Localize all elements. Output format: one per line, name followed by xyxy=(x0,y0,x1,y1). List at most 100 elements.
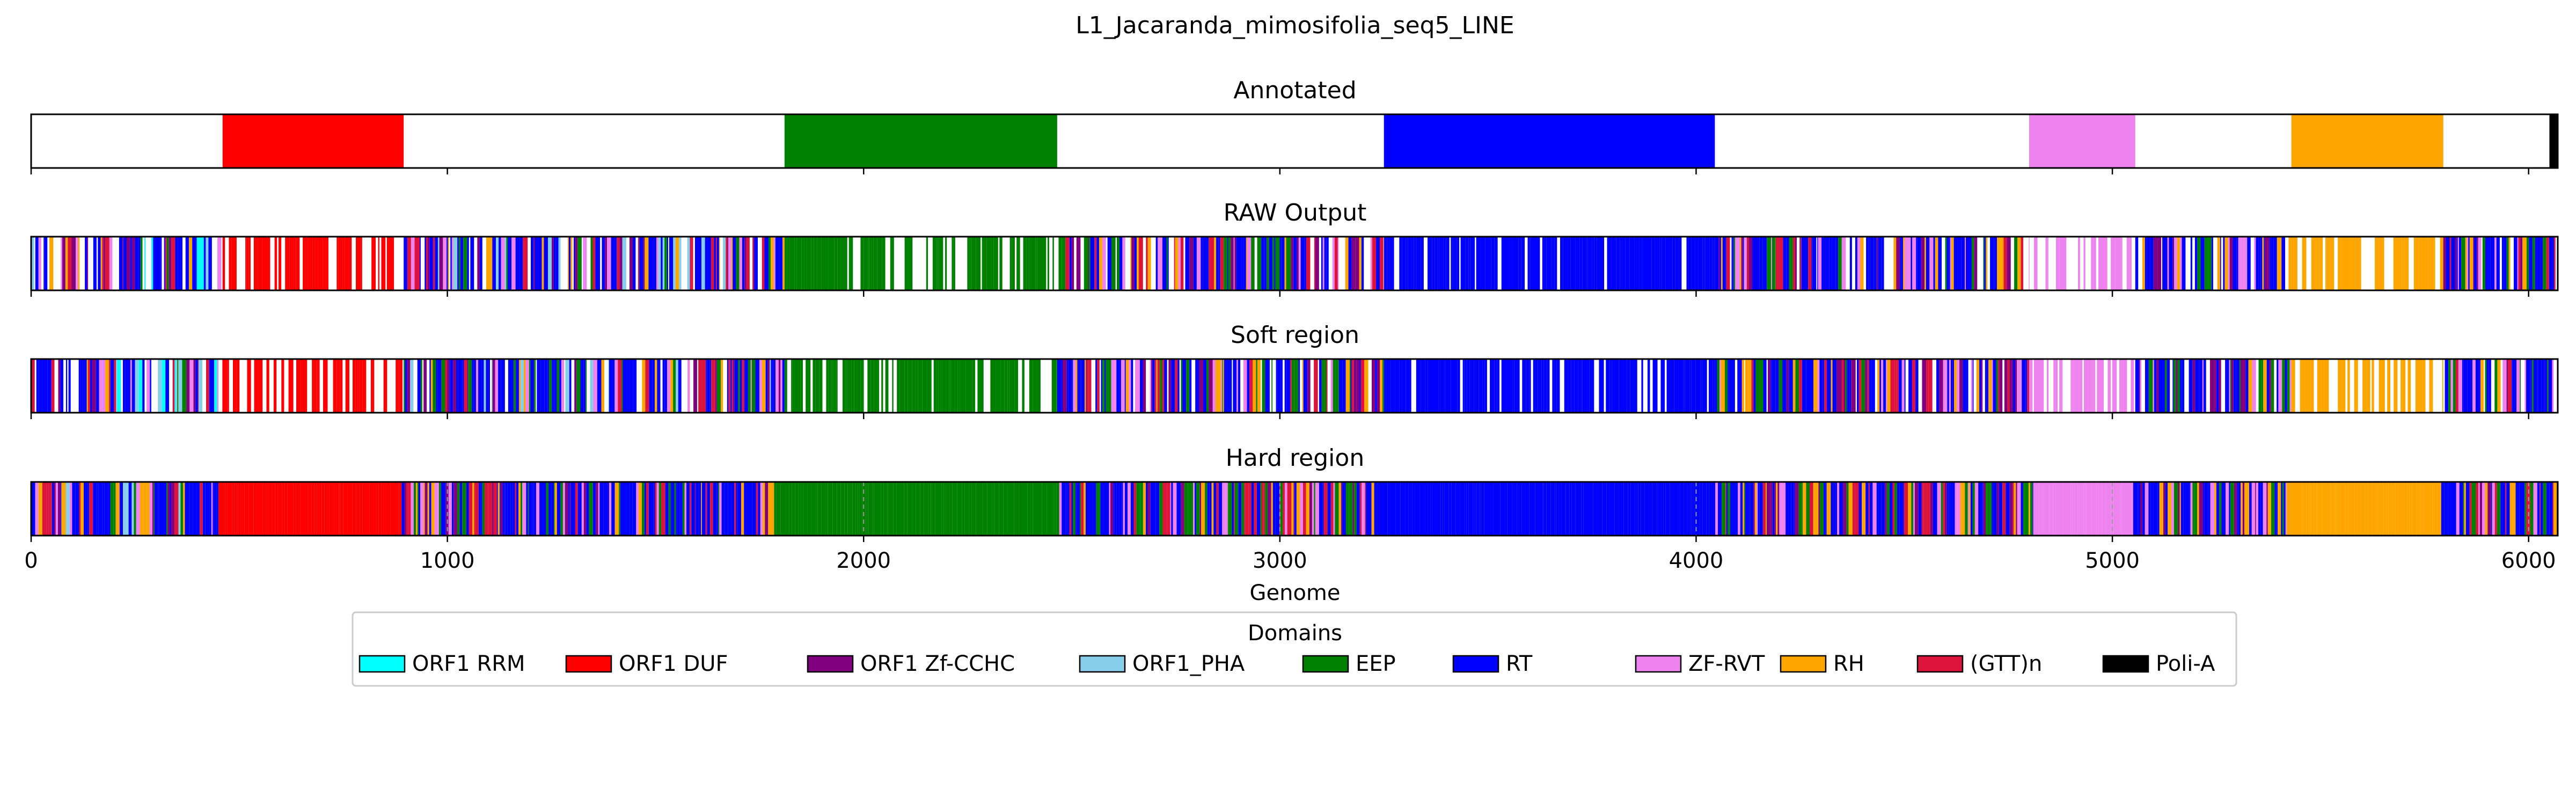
domain-segment xyxy=(798,482,801,536)
domain-segment xyxy=(817,482,822,536)
x-tick-label: 3000 xyxy=(1253,548,1307,573)
domain-segment xyxy=(1795,482,1799,536)
domain-segment xyxy=(1384,359,1386,413)
domain-segment xyxy=(918,359,923,413)
domain-segment xyxy=(1193,237,1197,290)
domain-segment xyxy=(750,359,752,413)
domain-segment xyxy=(504,482,506,536)
domain-segment xyxy=(420,482,424,536)
domain-segment xyxy=(2045,237,2047,290)
domain-segment xyxy=(1152,359,1155,413)
domain-segment xyxy=(707,482,711,536)
domain-segment xyxy=(492,359,495,413)
domain-segment xyxy=(430,359,433,413)
domain-segment xyxy=(1225,482,1228,536)
domain-segment xyxy=(1213,482,1217,536)
domain-segment xyxy=(131,237,135,290)
domain-segment xyxy=(547,237,552,290)
domain-segment xyxy=(1642,237,1647,290)
domain-segment xyxy=(1058,237,1062,290)
domain-segment xyxy=(1560,237,1563,290)
domain-segment xyxy=(1156,359,1158,413)
domain-segment xyxy=(1636,482,1638,536)
domain-segment xyxy=(1227,482,1229,536)
domain-segment xyxy=(495,359,499,413)
domain-segment xyxy=(1338,359,1343,413)
domain-segment xyxy=(937,237,939,290)
domain-segment xyxy=(1867,359,1869,413)
domain-segment xyxy=(1659,237,1662,290)
domain-segment xyxy=(532,359,535,413)
domain-segment xyxy=(110,482,114,536)
domain-segment xyxy=(2226,237,2228,290)
domain-segment xyxy=(429,482,431,536)
domain-segment xyxy=(166,482,168,536)
domain-segment xyxy=(677,482,680,536)
domain-segment xyxy=(2101,237,2105,290)
domain-segment xyxy=(673,359,676,413)
domain-segment xyxy=(1186,359,1190,413)
domain-segment xyxy=(1514,359,1518,413)
domain-segment xyxy=(1921,482,1924,536)
domain-segment xyxy=(357,359,360,413)
domain-segment xyxy=(1168,237,1169,290)
domain-segment xyxy=(2204,482,2208,536)
domain-segment xyxy=(811,237,814,290)
domain-segment xyxy=(1945,359,1948,413)
domain-segment xyxy=(1323,482,1328,536)
domain-segment xyxy=(1849,237,1852,290)
domain-segment xyxy=(1847,359,1850,413)
domain-segment xyxy=(1027,482,1031,536)
domain-segment xyxy=(1332,237,1335,290)
domain-segment xyxy=(1531,237,1536,290)
domain-segment xyxy=(1444,482,1449,536)
domain-segment xyxy=(1705,237,1710,290)
domain-segment xyxy=(1634,237,1640,290)
domain-segment xyxy=(1553,237,1555,290)
domain-segment xyxy=(2302,359,2306,413)
domain-segment xyxy=(2515,482,2520,536)
domain-segment xyxy=(123,237,125,290)
domain-segment xyxy=(731,237,733,290)
domain-segment xyxy=(154,482,158,536)
domain-segment xyxy=(1089,482,1093,536)
domain-segment xyxy=(1806,359,1810,413)
domain-segment xyxy=(1838,237,1842,290)
domain-segment xyxy=(2092,359,2094,413)
domain-segment xyxy=(2204,237,2208,290)
domain-segment xyxy=(1866,237,1869,290)
domain-segment xyxy=(2028,482,2030,536)
legend-swatch xyxy=(1302,655,1349,673)
domain-segment xyxy=(1794,482,1795,536)
domain-segment xyxy=(1987,482,1990,536)
domain-segment xyxy=(1786,359,1789,413)
domain-segment xyxy=(386,482,391,536)
domain-segment xyxy=(1670,482,1674,536)
domain-segment xyxy=(512,359,514,413)
domain-segment xyxy=(670,359,674,413)
domain-segment xyxy=(437,359,442,413)
domain-segment xyxy=(833,359,837,413)
domain-segment xyxy=(448,237,449,290)
domain-segment xyxy=(1970,482,1973,536)
domain-segment xyxy=(2544,359,2545,413)
domain-segment xyxy=(552,359,554,413)
domain-segment xyxy=(493,482,497,536)
domain-segment xyxy=(870,359,874,413)
domain-segment xyxy=(669,237,674,290)
domain-segment xyxy=(188,237,193,290)
domain-segment xyxy=(1451,482,1456,536)
panel-frame xyxy=(30,481,2559,537)
domain-segment xyxy=(544,359,548,413)
domain-segment xyxy=(2325,237,2327,290)
domain-segment xyxy=(1391,482,1396,536)
domain-segment xyxy=(1726,237,1730,290)
domain-segment xyxy=(103,237,105,290)
domain-segment xyxy=(831,237,835,290)
domain-segment xyxy=(1425,359,1428,413)
domain-segment xyxy=(2017,482,2021,536)
domain-segment xyxy=(2197,237,2201,290)
domain-segment xyxy=(130,359,132,413)
domain-segment xyxy=(592,482,596,536)
domain-segment xyxy=(825,482,828,536)
